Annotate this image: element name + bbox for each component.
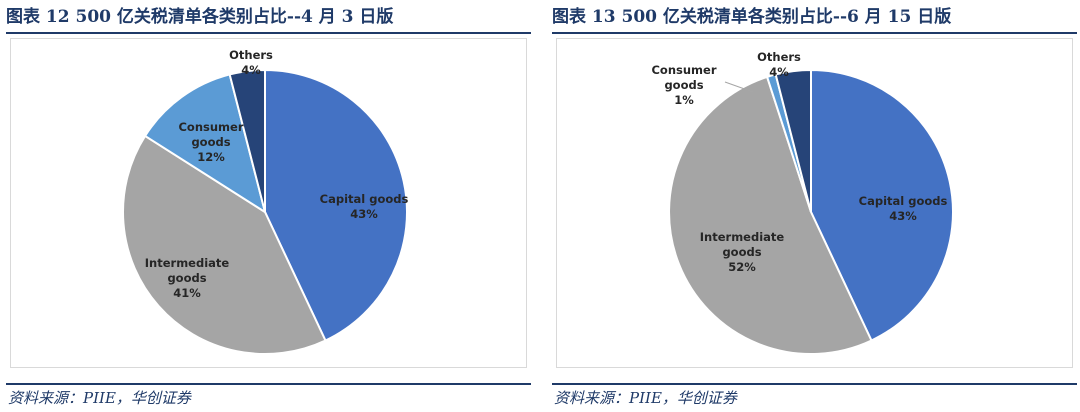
slice-value-intermediate-goods: 52% <box>728 260 756 274</box>
slice-label-capital-goods: Capital goods <box>859 194 948 208</box>
chart-panel-right: 图表 13 500 亿关税清单各类别占比--6 月 15 日版 Capital … <box>552 0 1077 412</box>
plot-area: Capital goods 43% Intermediate goods 52% Cons… <box>556 38 1073 368</box>
chart-title: 图表 12 500 亿关税清单各类别占比--4 月 3 日版 <box>6 7 394 27</box>
pie-chart-june: Capital goods43%Intermediategoods52%Cons… <box>651 50 954 355</box>
chart-panel-left: 图表 12 500 亿关税清单各类别占比--4 月 3 日版 Capital g… <box>6 0 531 412</box>
slice-label-consumer-goods: goods <box>664 78 703 92</box>
plot-area: Capital goods 43% Intermediate goods 41% Cons… <box>10 38 527 368</box>
chart-title: 图表 13 500 亿关税清单各类别占比--6 月 15 日版 <box>552 7 952 27</box>
slice-label-consumer-goods: Consumer <box>178 120 243 134</box>
slice-label-intermediate-goods: Intermediate <box>700 230 785 244</box>
slice-label-intermediate-goods: Intermediate <box>145 256 230 270</box>
pie-slice-intermediate-goods <box>122 134 327 355</box>
pie-slice-capital-goods <box>264 68 408 342</box>
pie-slice-intermediate-goods <box>668 75 873 355</box>
pie-slice-capital-goods <box>810 68 954 342</box>
pie-slice-others <box>228 68 266 213</box>
slice-value-consumer-goods: 12% <box>197 150 225 164</box>
slice-value-others: 4% <box>241 63 261 77</box>
slice-label-others: Others <box>757 50 801 64</box>
title-divider <box>552 32 1077 34</box>
slice-value-capital-goods: 43% <box>350 207 378 221</box>
title-divider <box>6 32 531 34</box>
slice-value-others: 4% <box>769 65 789 79</box>
source-note: 资料来源：PIIE，华创证券 <box>8 389 191 407</box>
slice-label-consumer-goods: Consumer <box>651 63 716 77</box>
slice-label-capital-goods: Capital goods <box>320 192 409 206</box>
slice-label-intermediate-goods: goods <box>722 245 761 259</box>
pie-slice-others <box>774 68 812 213</box>
pie-slice-consumer-goods <box>143 73 267 215</box>
leader-line-consumer-goods <box>724 81 754 93</box>
slice-value-consumer-goods: 1% <box>674 93 694 107</box>
pie-chart-april: Capital goods43%Intermediategoods41%Cons… <box>122 48 409 355</box>
slice-value-intermediate-goods: 41% <box>173 286 201 300</box>
slice-label-consumer-goods: goods <box>191 135 230 149</box>
bottom-divider <box>6 383 531 385</box>
slice-value-capital-goods: 43% <box>889 209 917 223</box>
slice-label-intermediate-goods: goods <box>167 271 206 285</box>
bottom-divider <box>552 383 1077 385</box>
source-note: 资料来源：PIIE，华创证券 <box>554 389 737 407</box>
slice-label-others: Others <box>229 48 273 62</box>
